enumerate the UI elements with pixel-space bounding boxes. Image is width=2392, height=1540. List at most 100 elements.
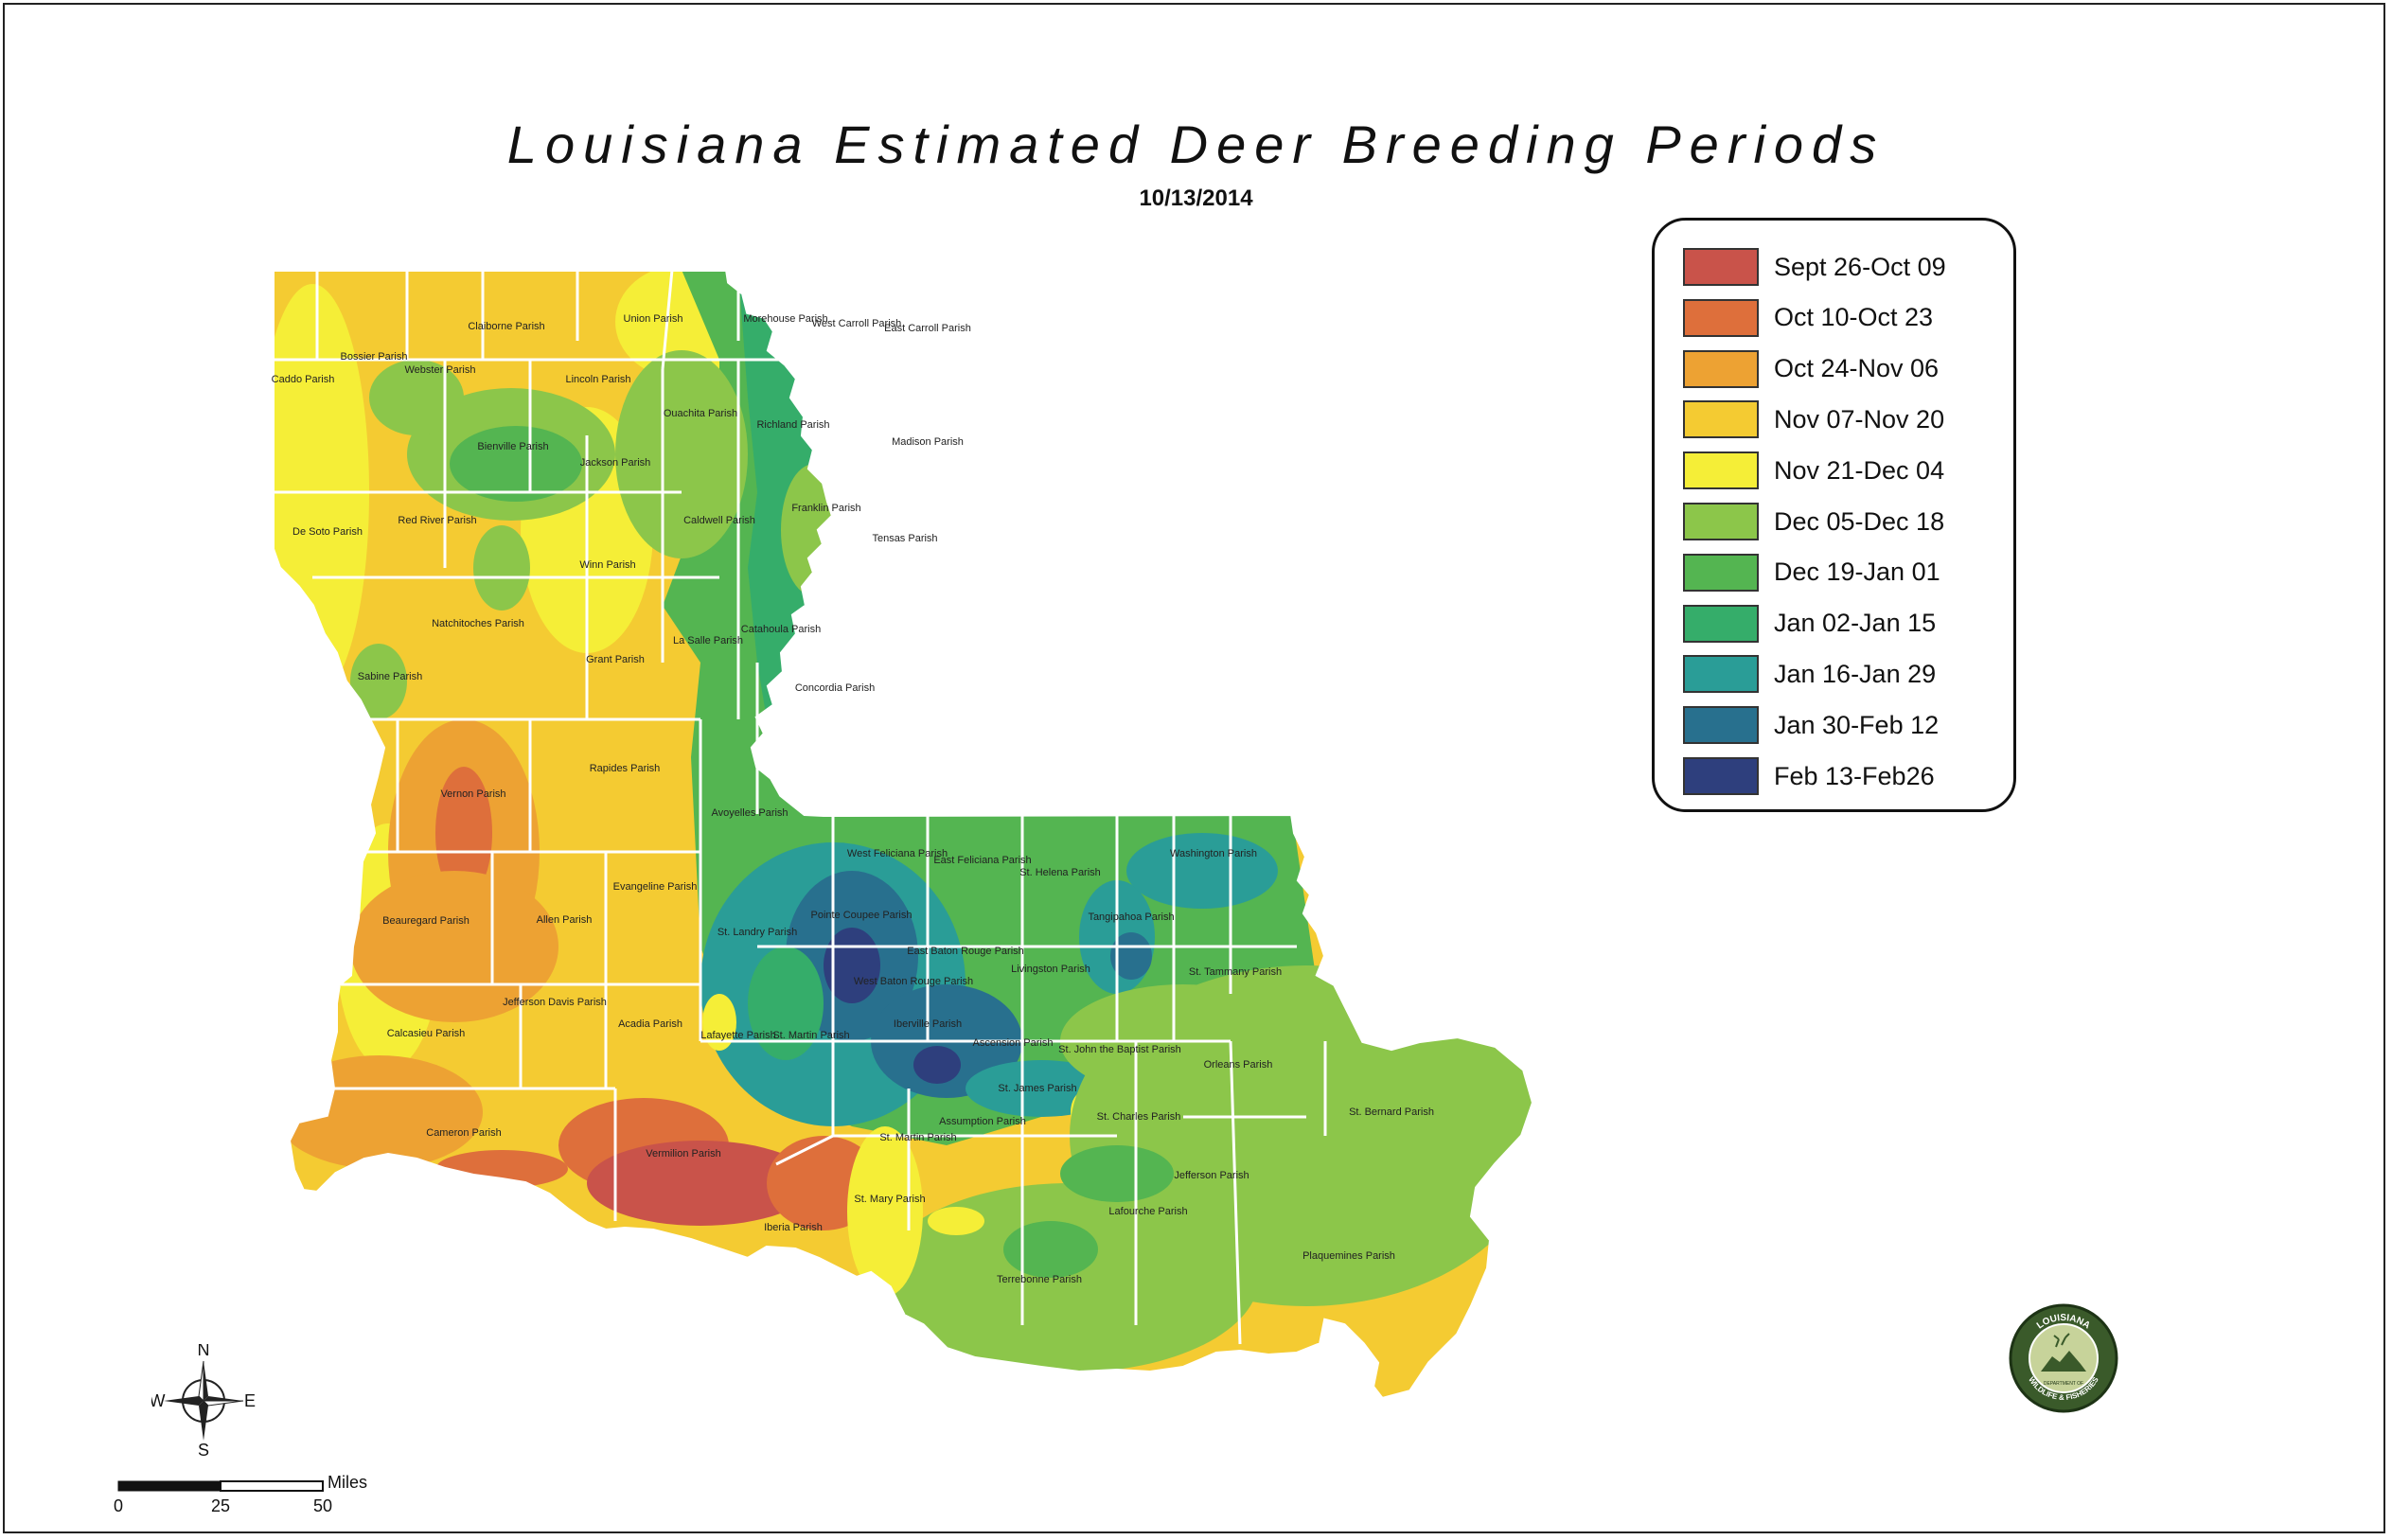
scale-tick: 25	[211, 1496, 230, 1515]
scale-tick: 50	[313, 1496, 332, 1515]
parish-boundaries	[271, 268, 1535, 1401]
legend-item: Jan 16-Jan 29	[1683, 654, 1936, 694]
legend-label: Sept 26-Oct 09	[1774, 252, 1946, 281]
compass-w: W	[151, 1391, 166, 1410]
logo-mid-text: DEPARTMENT OF	[2044, 1381, 2083, 1387]
scale-bar: Miles 0 25 50	[114, 1473, 367, 1515]
legend-item: Nov 07-Nov 20	[1683, 399, 1944, 439]
legend-label: Feb 13-Feb26	[1774, 761, 1935, 790]
parish-label: Vernon Parish	[440, 788, 505, 800]
parish-label: West Feliciana Parish	[847, 848, 948, 859]
parish-label: Evangeline Parish	[613, 881, 698, 893]
legend-item: Oct 10-Oct 23	[1683, 298, 1933, 338]
parish-label: Lafourche Parish	[1108, 1206, 1187, 1217]
parish-label: Jackson Parish	[580, 457, 651, 469]
parish-label: East Carroll Parish	[884, 323, 971, 334]
parish-label: Iberville Parish	[894, 1018, 962, 1030]
parish-label: Cameron Parish	[426, 1127, 501, 1139]
legend-item: Jan 02-Jan 15	[1683, 604, 1936, 644]
map-frame	[3, 3, 2385, 1533]
legend-label: Oct 10-Oct 23	[1774, 303, 1934, 332]
parish-label: St. Tammany Parish	[1189, 966, 1282, 978]
parish-label: Madison Parish	[892, 436, 964, 448]
parish-label: Winn Parish	[579, 559, 635, 571]
parish-label: St. Helena Parish	[1019, 867, 1101, 878]
legend-label: Nov 07-Nov 20	[1774, 404, 1945, 434]
legend-item: Sept 26-Oct 09	[1683, 247, 1946, 287]
legend: Sept 26-Oct 09 Oct 10-Oct 23 Oct 24-Nov 06…	[1652, 218, 2016, 812]
parish-label: St. Bernard Parish	[1349, 1106, 1434, 1118]
legend-item: Dec 19-Jan 01	[1683, 553, 1940, 593]
parish-label: Webster Parish	[405, 364, 476, 376]
parish-labels: Caddo Parish Bossier Parish Webster Pari…	[272, 313, 1434, 1285]
parish-label: West Baton Rouge Parish	[854, 976, 973, 987]
parish-label: Bossier Parish	[341, 351, 408, 363]
compass-rose-icon: N S E W	[151, 1344, 256, 1458]
parish-label: Lincoln Parish	[565, 374, 630, 385]
parish-label: Allen Parish	[537, 914, 593, 926]
parish-label: Jefferson Parish	[1174, 1170, 1249, 1181]
parish-label: Catahoula Parish	[741, 624, 821, 635]
parish-label: Iberia Parish	[764, 1222, 823, 1233]
parish-label: Morehouse Parish	[743, 313, 827, 325]
parish-label: East Baton Rouge Parish	[907, 946, 1024, 957]
parish-label: Union Parish	[624, 313, 683, 325]
parish-label: Jefferson Davis Parish	[503, 997, 607, 1008]
parish-label: Caddo Parish	[272, 374, 335, 385]
legend-item: Nov 21-Dec 04	[1683, 451, 1944, 490]
legend-swatch	[1683, 451, 1759, 490]
parish-label: St. John the Baptist Parish	[1058, 1044, 1181, 1055]
legend-label: Nov 21-Dec 04	[1774, 455, 1945, 485]
parish-label: St. Martin Parish	[772, 1030, 849, 1041]
scale-tick: 0	[114, 1496, 123, 1515]
parish-label: Grant Parish	[586, 654, 645, 665]
legend-item: Jan 30-Feb 12	[1683, 705, 1939, 745]
parish-label: West Carroll Parish	[812, 318, 902, 329]
parish-label: La Salle Parish	[673, 635, 743, 646]
compass-n: N	[198, 1344, 210, 1359]
parish-label: Ascension Parish	[973, 1037, 1054, 1049]
map-title: Louisiana Estimated Deer Breeding Period…	[506, 115, 1886, 174]
legend-swatch	[1683, 604, 1759, 643]
legend-item: Oct 24-Nov 06	[1683, 349, 1939, 389]
parish-label: Vermilion Parish	[646, 1148, 720, 1159]
legend-swatch	[1683, 553, 1759, 592]
parish-label: Red River Parish	[398, 515, 476, 526]
parish-label: Caldwell Parish	[683, 515, 755, 526]
legend-swatch	[1683, 248, 1759, 286]
ldwf-logo-icon: LOUISIANA WILDLIFE & FISHERIES DEPARTMEN…	[2009, 1303, 2118, 1413]
map-date: 10/13/2014	[1139, 186, 1253, 211]
legend-label: Jan 02-Jan 15	[1774, 609, 1937, 638]
parish-label: Concordia Parish	[795, 682, 875, 694]
parish-label: Lafayette Parish	[700, 1030, 776, 1041]
legend-item: Feb 13-Feb26	[1683, 756, 1935, 796]
parish-label: Calcasieu Parish	[387, 1028, 466, 1039]
legend-swatch	[1683, 655, 1759, 694]
legend-label: Jan 16-Jan 29	[1774, 659, 1937, 688]
parish-label: Sabine Parish	[358, 671, 423, 682]
legend-swatch	[1683, 757, 1759, 795]
parish-label: St. Landry Parish	[718, 927, 797, 938]
parish-label: Pointe Coupee Parish	[810, 910, 912, 921]
legend-swatch	[1683, 706, 1759, 745]
parish-label: St. Martin Parish	[879, 1132, 956, 1143]
legend-swatch	[1683, 349, 1759, 388]
parish-label: Richland Parish	[756, 419, 829, 431]
legend-label: Dec 19-Jan 01	[1774, 558, 1940, 587]
parish-label: St. Charles Parish	[1097, 1111, 1181, 1123]
compass-e: E	[244, 1391, 256, 1410]
parish-label: East Feliciana Parish	[933, 855, 1031, 866]
parish-label: Tangipahoa Parish	[1088, 912, 1174, 923]
parish-label: Terrebonne Parish	[997, 1274, 1082, 1285]
parish-label: Tensas Parish	[872, 533, 937, 544]
parish-label: St. Mary Parish	[854, 1194, 925, 1205]
parish-label: Orleans Parish	[1204, 1059, 1273, 1071]
parish-label: Acadia Parish	[618, 1018, 682, 1030]
parish-label: Ouachita Parish	[664, 408, 737, 419]
parish-label: Rapides Parish	[590, 763, 661, 774]
legend-label: Oct 24-Nov 06	[1774, 354, 1940, 383]
compass-s: S	[198, 1441, 209, 1458]
legend-swatch	[1683, 298, 1759, 337]
parish-label: Livingston Parish	[1011, 964, 1090, 975]
parish-label: Claiborne Parish	[468, 321, 544, 332]
